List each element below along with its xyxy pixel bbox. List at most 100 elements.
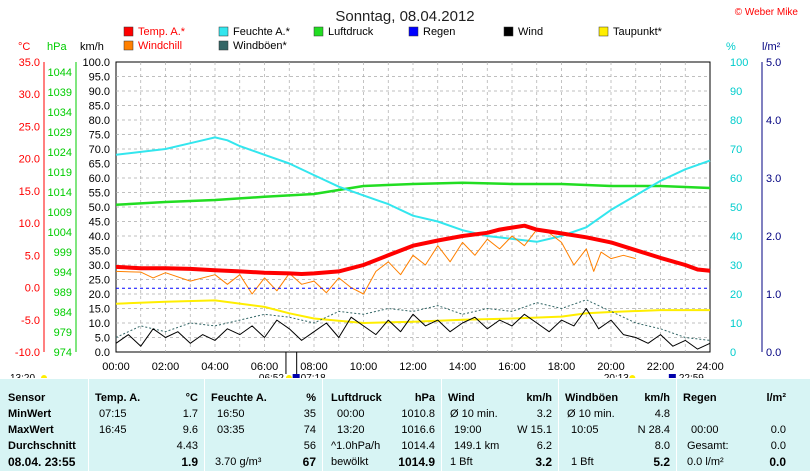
sky-condition: bewölkt (331, 456, 369, 468)
wind-tick-label: 65.0 (89, 159, 110, 171)
x-tick-label: 16:00 (498, 361, 526, 373)
temp-header: Temp. A. (95, 392, 141, 404)
temp-max-time: 16:45 (99, 424, 127, 436)
x-tick-label: 04:00 (201, 361, 229, 373)
temp-axis-label: °C (18, 41, 30, 53)
sun-icon (41, 375, 47, 378)
moon-icon (292, 374, 300, 378)
temp-tick-label: 15.0 (19, 186, 40, 198)
pressure-tick-label: 1024 (48, 147, 72, 159)
rain-max: 0.0 (770, 424, 786, 436)
wind-tick-label: 0.0 (95, 347, 110, 359)
humidity-axis-label: % (726, 41, 736, 53)
wind-tick-label: 75.0 (89, 130, 110, 142)
gust-avg10-label: Ø 10 min. (567, 408, 615, 420)
wind-tick-label: 15.0 (89, 304, 110, 316)
wind-avg10-label: Ø 10 min. (450, 408, 498, 420)
stats-table: Sensor MinWert MaxWert Durchschnitt 08.0… (0, 379, 810, 471)
wind-tick-label: 55.0 (89, 188, 110, 200)
rain-tick-label: 3.0 (766, 173, 781, 185)
humidity-abs: 3.70 g/m³ (215, 456, 262, 468)
wind-avg10: 3.2 (536, 408, 552, 420)
wind-tick-label: 100.0 (82, 57, 110, 69)
humidity-tick-label: 90 (730, 86, 742, 98)
temp-tick-label: 25.0 (19, 121, 40, 133)
wind-tick-label: 50.0 (89, 202, 110, 214)
pressure-tick-label: 1004 (48, 227, 72, 239)
rain-unit: l/m² (766, 392, 786, 404)
series-line (115, 136, 711, 243)
x-tick-label: 20:00 (597, 361, 625, 373)
pressure-tick-label: 1039 (48, 87, 72, 99)
rain-current: 0.0 (769, 455, 786, 469)
rain-header: Regen (683, 392, 717, 404)
pressure-max: 1016.6 (401, 424, 435, 436)
humidity-tick-label: 50 (730, 202, 742, 214)
chart-annotations: 06:52 07:18 20:13 22:59 13:20 (10, 352, 704, 378)
legend-label: Windböen* (233, 40, 288, 52)
rain-max-time: 00:00 (691, 424, 719, 436)
current-date: 08.04. 23:55 (8, 455, 76, 469)
pressure-tick-label: 1019 (48, 167, 72, 179)
gust-avg10: 4.8 (654, 408, 670, 420)
wind-tick-label: 85.0 (89, 101, 110, 113)
legend-swatch (123, 40, 134, 51)
sensor-column: Sensor MinWert MaxWert Durchschnitt 08.0… (0, 379, 88, 471)
temp-avg: 4.43 (176, 440, 198, 452)
wind-max-time: 19:00 (454, 424, 482, 436)
legend-swatch (408, 26, 419, 37)
rain-amount: 0.0 l/m² (687, 456, 724, 468)
rain-total-label: Gesamt: (687, 440, 729, 452)
pressure-tick-label: 1034 (48, 107, 72, 119)
humidity-tick-label: 20 (730, 289, 742, 301)
sensor-row-min: MinWert (8, 408, 52, 420)
temp-current: 1.9 (181, 455, 198, 469)
wind-avg: 6.2 (536, 440, 552, 452)
rain-total: 0.0 (770, 440, 786, 452)
legend-label: Windchill (138, 40, 182, 52)
x-tick-label: 10:00 (350, 361, 378, 373)
series-line (115, 181, 711, 207)
legend-label: Wind (518, 26, 543, 38)
wind-bft: 1 Bft (450, 456, 473, 468)
pressure-tick-label: 1044 (48, 67, 72, 79)
wind-tick-label: 90.0 (89, 86, 110, 98)
humidity-unit: % (306, 392, 316, 404)
pressure-tick-label: 984 (54, 307, 72, 319)
temp-tick-label: 0.0 (25, 283, 40, 295)
legend-label: Feuchte A.* (233, 26, 291, 38)
gust-current: 5.2 (653, 455, 670, 469)
gust-unit: km/h (644, 392, 670, 404)
humidity-column: Feuchte A. % 16:50 35 03:35 74 56 3.70 g… (205, 379, 322, 471)
wind-header: Wind (448, 392, 475, 404)
humidity-current: 67 (302, 455, 316, 469)
x-tick-label: 06:00 (251, 361, 279, 373)
wind-tick-label: 20.0 (89, 289, 110, 301)
sensor-row-max: MaxWert (8, 424, 54, 436)
gust-max-time: 10:05 (571, 424, 599, 436)
rain-axis-label: l/m² (762, 41, 781, 53)
rain-tick-label: 0.0 (766, 347, 781, 359)
wind-tick-label: 40.0 (89, 231, 110, 243)
wind-unit: km/h (526, 392, 552, 404)
x-tick-label: 08:00 (300, 361, 328, 373)
pressure-current: 1014.9 (398, 455, 435, 469)
temp-unit: °C (185, 392, 198, 404)
wind-tick-label: 30.0 (89, 260, 110, 272)
chart-legend: Temp. A.* Feuchte A.* Luftdruck Regen Wind Ta… (123, 26, 663, 52)
pressure-min: 1010.8 (401, 408, 435, 420)
legend-swatch (598, 26, 609, 37)
copyright-label: © Weber Mike (735, 7, 799, 18)
plot-area (115, 136, 711, 350)
sunset-time: 20:13 (604, 373, 629, 378)
humidity-tick-label: 70 (730, 144, 742, 156)
wind-tick-label: 35.0 (89, 246, 110, 258)
pressure-avg: 1014.4 (401, 440, 435, 452)
humidity-tick-label: 80 (730, 115, 742, 127)
humidity-min-time: 16:50 (217, 408, 245, 420)
temp-tick-label: 30.0 (19, 89, 40, 101)
wind-tick-label: 45.0 (89, 217, 110, 229)
pressure-trend: ^1.0hPa/h (331, 440, 381, 452)
humidity-tick-label: 30 (730, 260, 742, 272)
x-tick-label: 18:00 (548, 361, 576, 373)
